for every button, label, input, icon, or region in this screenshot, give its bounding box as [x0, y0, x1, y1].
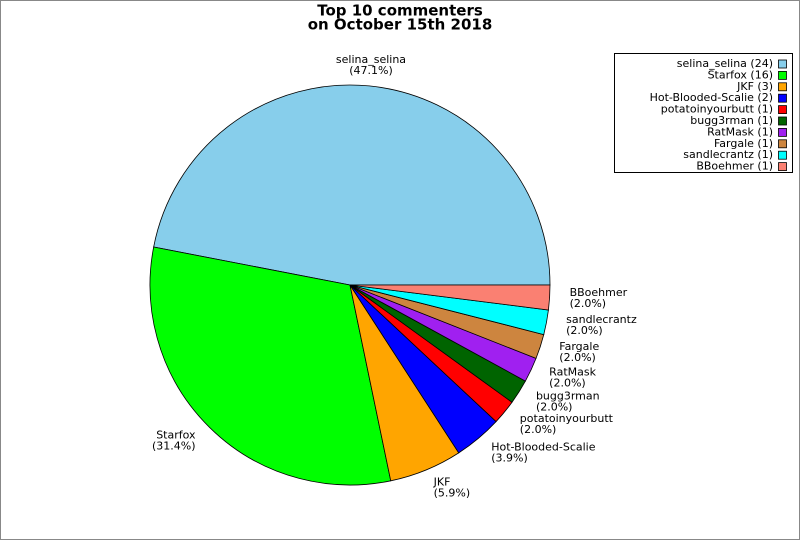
legend-label: BBoehmer (1) — [696, 160, 773, 173]
slice-label: potatoinyourbutt — [520, 412, 614, 425]
slice-label: bugg3rman — [536, 390, 600, 403]
chart-title: on October 15th 2018 — [308, 16, 493, 34]
legend-swatch — [778, 82, 787, 92]
legend-swatch — [778, 127, 787, 137]
slice-label: selina_selina — [336, 53, 406, 66]
legend-label: Starfox (16) — [708, 68, 773, 81]
legend-label: Hot-Blooded-Scalie (2) — [650, 91, 773, 104]
pie-slice — [149, 246, 392, 486]
legend-label: selina_selina (24) — [677, 57, 773, 70]
legend-label: RatMask (1) — [707, 125, 773, 138]
legend-swatch — [778, 93, 787, 103]
slice-value-label: (31.4%) — [152, 440, 196, 453]
pie-slice — [349, 284, 551, 311]
legend-swatch — [778, 116, 787, 126]
legend-swatch — [778, 150, 787, 160]
legend-label: potatoinyourbutt (1) — [661, 103, 773, 116]
slice-value-label: (3.9%) — [491, 452, 528, 465]
slice-label: BBoehmer — [570, 286, 628, 299]
slice-value-label: (2.0%) — [559, 351, 596, 364]
slice-label: Fargale — [559, 340, 599, 353]
slice-value-label: (47.1%) — [349, 64, 393, 77]
legend-swatch — [778, 139, 787, 149]
slice-label: JKF — [433, 475, 451, 488]
slice-label: RatMask — [549, 365, 596, 378]
chart-title: Top 10 commenters — [317, 2, 483, 20]
slice-value-label: (2.0%) — [570, 297, 607, 310]
slice-value-label: (5.9%) — [434, 486, 471, 499]
legend-label: Fargale (1) — [714, 137, 773, 150]
legend-label: sandlecrantz (1) — [683, 148, 773, 161]
slice-value-label: (2.0%) — [536, 401, 573, 414]
legend-swatch — [778, 71, 787, 80]
slice-value-label: (2.0%) — [566, 324, 603, 337]
pie-slice — [153, 84, 551, 286]
legend-swatch — [778, 105, 787, 114]
legend-box — [614, 53, 793, 173]
legend-label: JKF (3) — [736, 80, 773, 93]
slice-value-label: (2.0%) — [549, 376, 586, 389]
legend-swatch — [778, 162, 787, 172]
legend-swatch — [778, 59, 787, 69]
slice-label: Hot-Blooded-Scalie — [491, 441, 596, 454]
slice-label: sandlecrantz — [566, 313, 637, 326]
legend-label: bugg3rman (1) — [690, 114, 773, 127]
slice-value-label: (2.0%) — [520, 423, 557, 436]
slice-label: Starfox — [156, 429, 196, 442]
